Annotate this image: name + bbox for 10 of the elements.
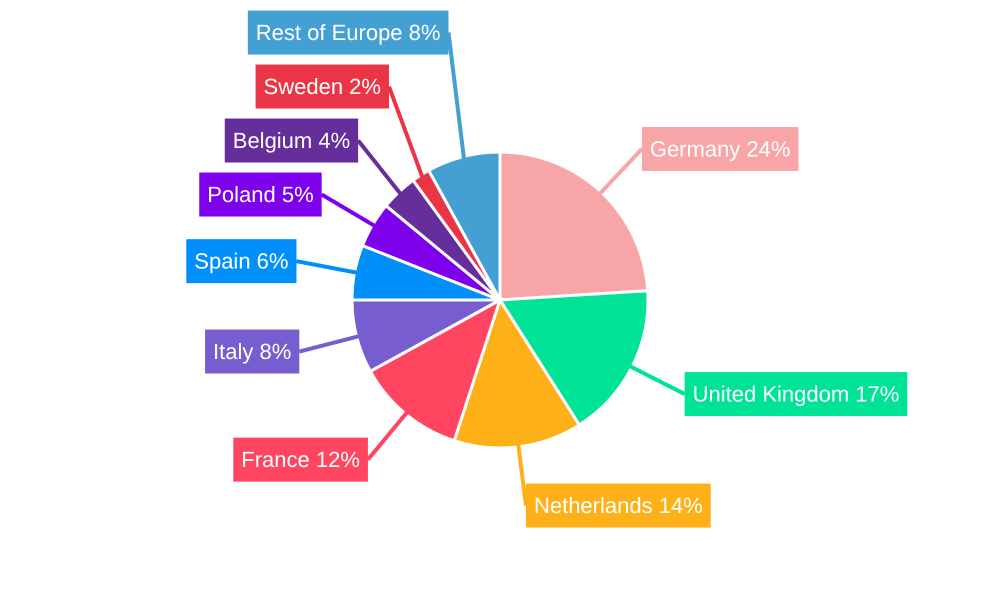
slice-label: Netherlands 14% [534, 493, 703, 518]
slice-label: Sweden 2% [264, 74, 381, 100]
slice-label: Spain 6% [194, 248, 288, 274]
slice-label: Rest of Europe 8% [256, 20, 440, 46]
slice-label: Germany 24% [650, 136, 790, 162]
slice-label: Poland 5% [207, 182, 314, 208]
slice-label: Belgium 4% [232, 128, 350, 154]
slice-label: United Kingdom 17% [692, 382, 900, 407]
slice-label: France 12% [241, 447, 360, 472]
slice-label: Italy 8% [213, 339, 292, 364]
